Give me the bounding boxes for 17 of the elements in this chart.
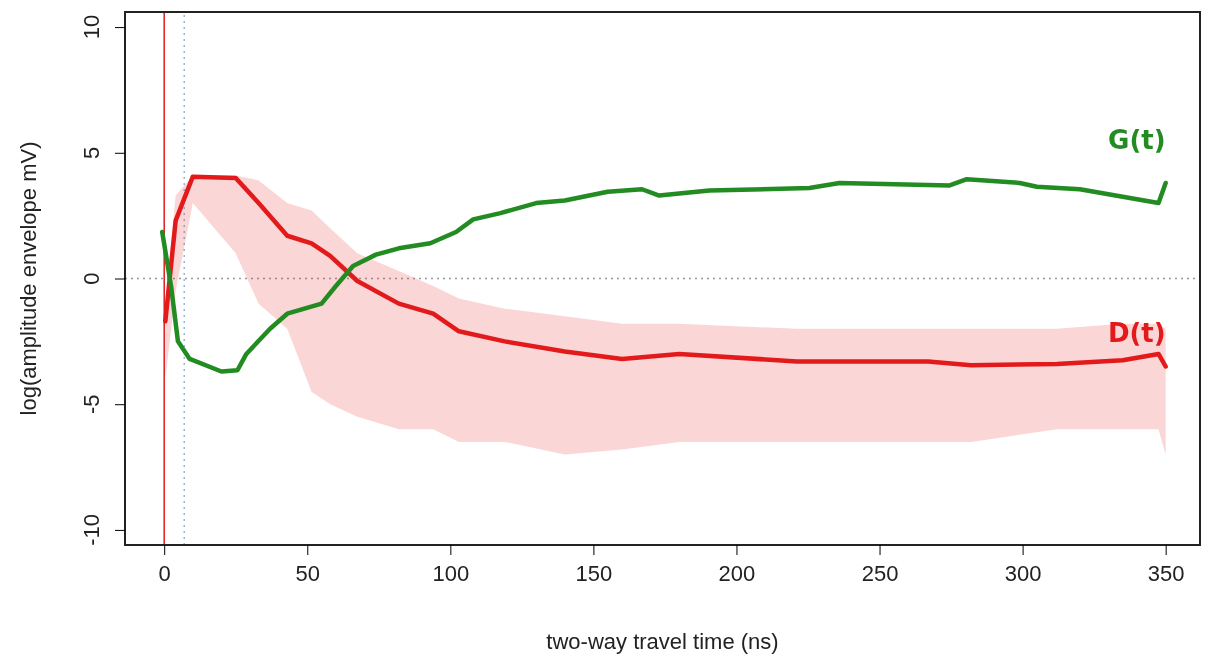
y-tick-label: 5: [79, 146, 104, 159]
y-tick-label: -5: [79, 394, 104, 414]
series-label: G(t): [1108, 124, 1166, 155]
x-tick-label: 300: [1004, 560, 1042, 586]
x-tick-label: 50: [295, 560, 321, 586]
y-tick-label: -10: [79, 514, 104, 546]
x-tick-label: 350: [1147, 560, 1185, 586]
x-tick-label: 150: [575, 560, 613, 586]
y-tick-label: 10: [79, 14, 104, 40]
x-tick-label: 250: [861, 560, 899, 586]
y-tick-label: 0: [79, 272, 104, 285]
series-label: D(t): [1107, 318, 1166, 349]
y-axis-title: log(amplitude envelope mV): [16, 141, 41, 416]
x-tick-label: 0: [158, 560, 171, 586]
x-tick-label: 100: [432, 560, 470, 586]
x-tick-label: 200: [718, 560, 756, 586]
x-axis-title: two-way travel time (ns): [546, 629, 779, 654]
